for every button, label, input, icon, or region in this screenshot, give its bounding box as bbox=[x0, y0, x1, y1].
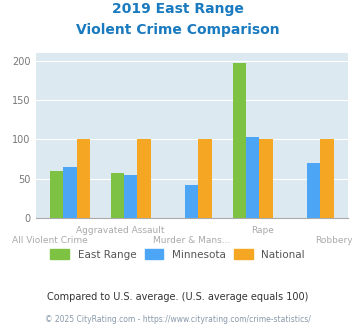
Bar bbox=[50, 171, 63, 218]
Text: Violent Crime Comparison: Violent Crime Comparison bbox=[76, 23, 279, 37]
Bar bbox=[307, 163, 320, 218]
Text: Rape: Rape bbox=[251, 226, 274, 235]
Bar bbox=[137, 139, 151, 218]
Legend: East Range, Minnesota, National: East Range, Minnesota, National bbox=[46, 245, 309, 264]
Bar bbox=[233, 63, 246, 218]
Bar bbox=[124, 175, 137, 218]
Text: © 2025 CityRating.com - https://www.cityrating.com/crime-statistics/: © 2025 CityRating.com - https://www.city… bbox=[45, 315, 310, 324]
Bar bbox=[198, 139, 212, 218]
Text: Aggravated Assault: Aggravated Assault bbox=[76, 226, 165, 235]
Bar bbox=[111, 173, 124, 218]
Bar bbox=[77, 139, 90, 218]
Text: 2019 East Range: 2019 East Range bbox=[111, 2, 244, 16]
Bar bbox=[63, 167, 77, 218]
Text: Compared to U.S. average. (U.S. average equals 100): Compared to U.S. average. (U.S. average … bbox=[47, 292, 308, 302]
Bar bbox=[246, 137, 260, 218]
Bar bbox=[260, 139, 273, 218]
Text: Robbery: Robbery bbox=[315, 236, 353, 245]
Bar bbox=[185, 185, 198, 218]
Bar bbox=[320, 139, 334, 218]
Text: All Violent Crime: All Violent Crime bbox=[12, 236, 88, 245]
Text: Murder & Mans...: Murder & Mans... bbox=[153, 236, 230, 245]
